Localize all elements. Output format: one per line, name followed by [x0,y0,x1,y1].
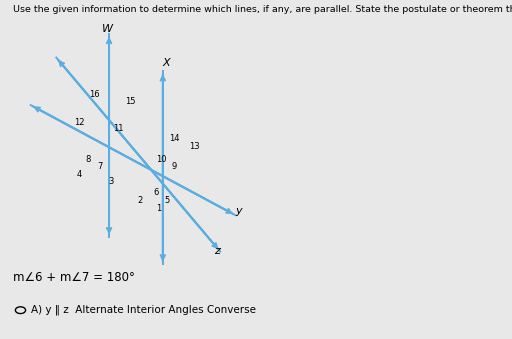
Text: A) y ‖ z  Alternate Interior Angles Converse: A) y ‖ z Alternate Interior Angles Conve… [31,305,255,315]
Text: 11: 11 [113,124,123,133]
Text: 3: 3 [109,177,114,185]
Text: 10: 10 [156,155,167,164]
Text: 7: 7 [97,162,102,171]
Text: 12: 12 [74,118,84,126]
Text: 4: 4 [77,171,82,179]
Text: z: z [214,246,220,256]
Text: y: y [236,206,242,216]
Text: 6: 6 [154,188,159,197]
Text: 16: 16 [89,91,100,99]
Text: Use the given information to determine which lines, if any, are parallel. State : Use the given information to determine w… [13,5,512,14]
Text: 1: 1 [156,204,161,213]
Text: W: W [102,24,113,34]
Text: 5: 5 [165,196,170,204]
Text: X: X [163,59,170,68]
Text: 13: 13 [189,142,200,151]
Text: m∠6 + m∠7 = 180°: m∠6 + m∠7 = 180° [13,271,135,284]
Text: 14: 14 [169,135,180,143]
Text: 15: 15 [125,97,136,106]
Text: 8: 8 [86,155,91,164]
Text: 2: 2 [137,196,142,205]
Text: 9: 9 [172,162,177,171]
